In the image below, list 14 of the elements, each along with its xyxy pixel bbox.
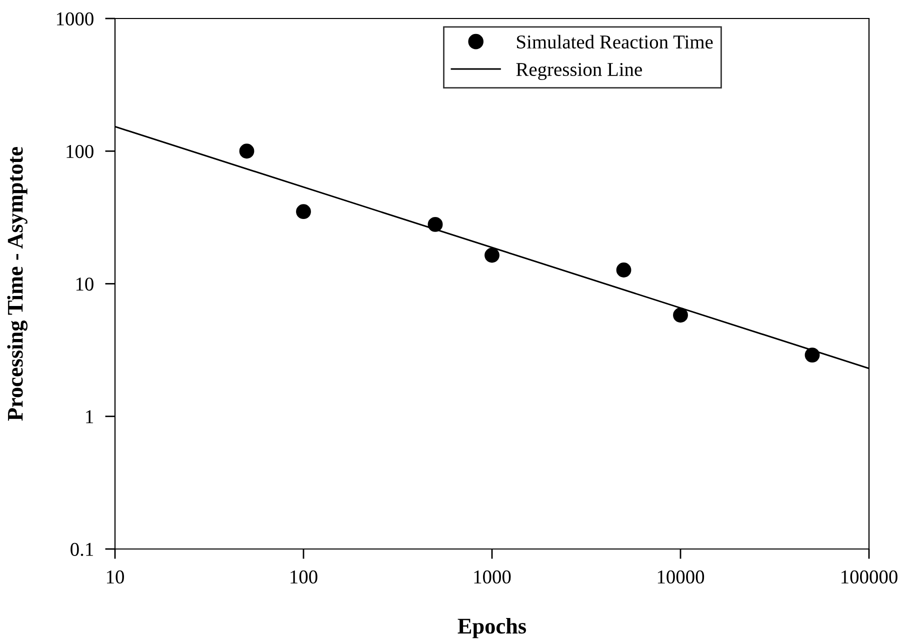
legend-label: Simulated Reaction Time <box>517 34 713 49</box>
x-tick-label: 1000 <box>474 570 511 584</box>
x-tick-label: 10000 <box>658 570 704 584</box>
y-tick-label: 0.1 <box>70 542 93 556</box>
y-tick-label: 1 <box>86 410 93 424</box>
legend-label: Regression Line <box>516 62 642 80</box>
y-tick-label: 100 <box>66 144 94 158</box>
y-tick-label: 10 <box>76 278 94 291</box>
x-tick-label: 100 <box>290 570 318 584</box>
x-axis-title: Epochs <box>458 618 526 638</box>
y-axis-title: Processing Time - Asymptote <box>7 146 28 421</box>
x-tick-label: 10 <box>106 570 124 584</box>
x-tick-label: 100000 <box>842 570 898 584</box>
y-tick-label: 1000 <box>56 12 94 26</box>
